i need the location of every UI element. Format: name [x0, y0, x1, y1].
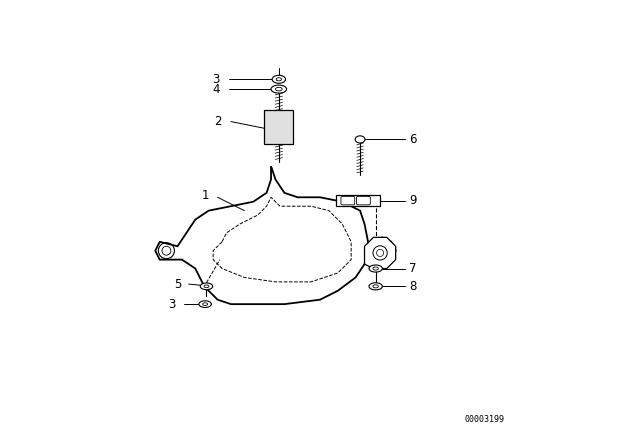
- Text: 2: 2: [214, 115, 222, 128]
- Text: 6: 6: [409, 133, 417, 146]
- Ellipse shape: [272, 75, 285, 83]
- Text: 9: 9: [409, 194, 417, 207]
- Text: 1: 1: [201, 189, 209, 202]
- FancyBboxPatch shape: [341, 196, 355, 205]
- Ellipse shape: [271, 85, 287, 93]
- Text: 7: 7: [409, 262, 417, 275]
- Text: 5: 5: [175, 278, 182, 291]
- Ellipse shape: [369, 265, 382, 272]
- Polygon shape: [365, 237, 396, 268]
- Text: 8: 8: [409, 280, 417, 293]
- Text: 00003199: 00003199: [465, 415, 505, 424]
- Text: 3: 3: [212, 73, 220, 86]
- Ellipse shape: [355, 136, 365, 143]
- Text: 3: 3: [168, 297, 175, 310]
- FancyBboxPatch shape: [335, 195, 380, 206]
- Ellipse shape: [200, 283, 212, 290]
- Ellipse shape: [369, 283, 382, 290]
- Polygon shape: [156, 166, 396, 304]
- Ellipse shape: [199, 301, 211, 307]
- FancyBboxPatch shape: [264, 111, 293, 144]
- Text: 4: 4: [212, 82, 220, 95]
- FancyBboxPatch shape: [356, 196, 371, 205]
